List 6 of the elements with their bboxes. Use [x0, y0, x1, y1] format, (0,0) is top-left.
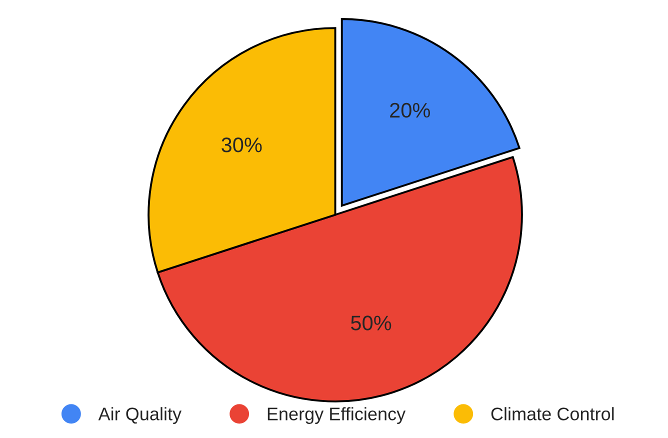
data-label: 50% [351, 316, 392, 330]
legend-label: Energy Efficiency [268, 407, 406, 424]
legend-label: Climate Control [491, 407, 614, 420]
data-label: 20% [390, 102, 430, 118]
data-label: 30% [222, 138, 262, 152]
legend-label: Air Quality [98, 407, 182, 424]
